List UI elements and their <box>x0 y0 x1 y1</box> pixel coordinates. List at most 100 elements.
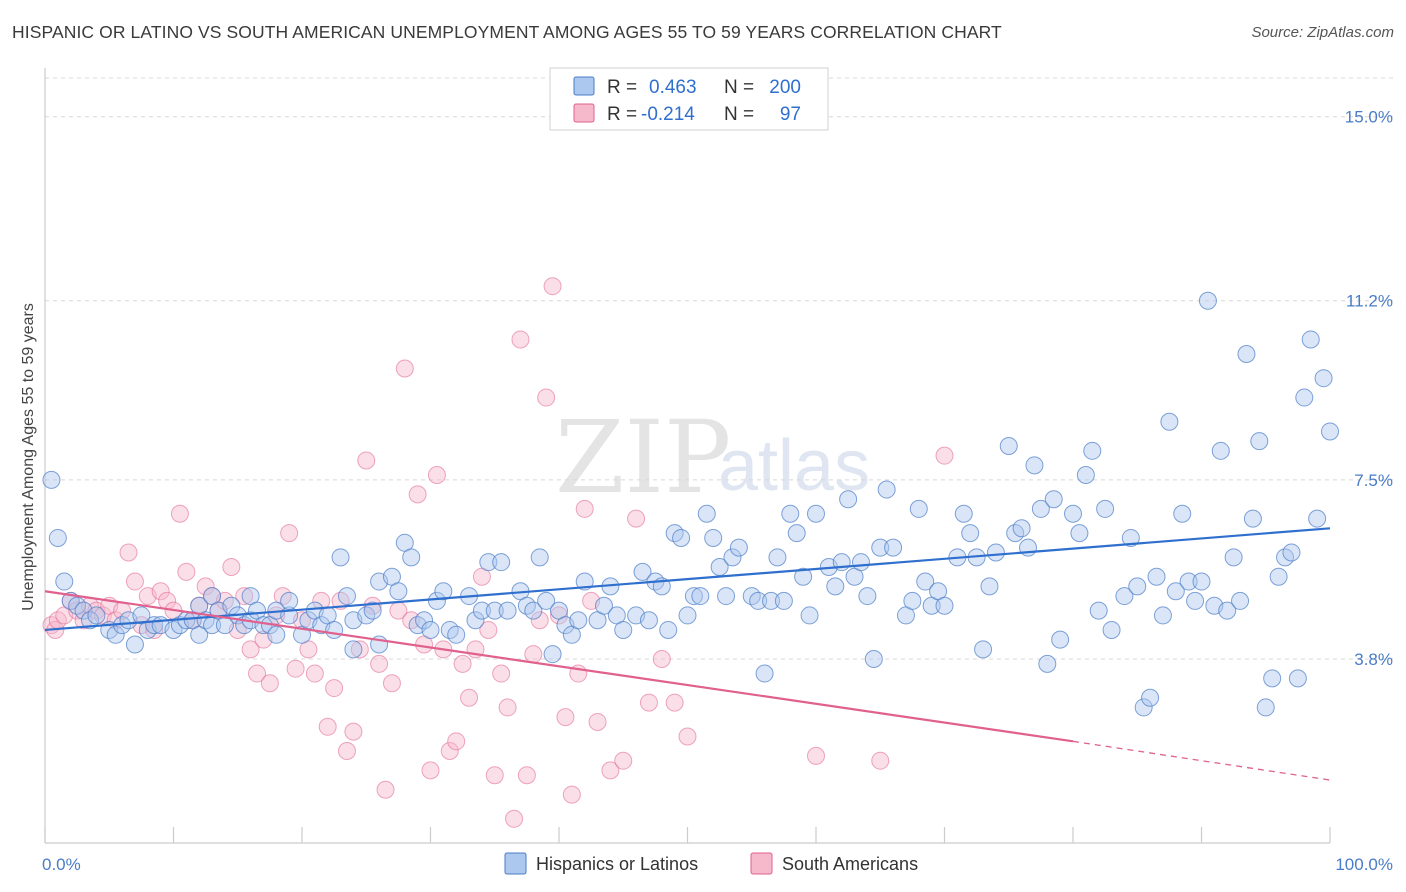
hispanics-point <box>1243 509 1262 528</box>
south-americans-point <box>530 611 549 630</box>
south-americans-point <box>492 664 511 683</box>
hispanics-point <box>1102 620 1121 639</box>
hispanics-point <box>1301 330 1320 349</box>
correlation-legend: R = 0.463 N = 200 R = -0.214 N = 97 <box>549 67 829 131</box>
watermark-atlas: atlas <box>718 426 870 506</box>
south-americans-point <box>505 809 524 828</box>
hispanics-point <box>530 548 549 567</box>
south-americans-point <box>177 562 196 581</box>
hispanics-point <box>903 591 922 610</box>
south-americans-point <box>305 664 324 683</box>
south-americans-point <box>318 717 337 736</box>
south-americans-point <box>511 330 530 349</box>
hispanics-point <box>1038 654 1057 673</box>
hispanics-point <box>672 528 691 547</box>
hispanics-point <box>826 577 845 596</box>
hispanics-point <box>1321 422 1339 441</box>
south-americans-point <box>408 485 427 504</box>
south-americans-point <box>485 766 504 785</box>
hispanics-point <box>755 664 774 683</box>
south-americans-point <box>447 732 466 751</box>
hispanics-point <box>839 490 858 509</box>
south-americans-point <box>453 654 472 673</box>
south-americans-point <box>807 746 825 765</box>
hispanics-point <box>1256 698 1275 717</box>
hispanics-point <box>877 480 896 499</box>
hispanics-point <box>723 548 742 567</box>
hispanics-point <box>1160 412 1179 431</box>
south-americans-point <box>235 587 254 606</box>
south-americans-point <box>562 785 581 804</box>
hispanics-point <box>1025 456 1044 475</box>
legend-n-value-1: 200 <box>769 77 801 98</box>
south-americans-point <box>427 466 446 485</box>
hispanics-point <box>704 528 723 547</box>
hispanics-point <box>999 436 1018 455</box>
hispanics-point <box>639 611 658 630</box>
hispanics-point <box>1231 591 1250 610</box>
legend-n-label-2: N = <box>724 104 754 125</box>
south-americans-point <box>241 640 260 659</box>
hispanics-point <box>594 596 613 615</box>
hispanics-point <box>954 504 973 523</box>
south-americans-point <box>151 582 170 601</box>
y-tick-label: 3.8% <box>1354 650 1393 669</box>
legend-r-value-1: 0.463 <box>649 77 697 98</box>
watermark-zip: ZIP <box>555 399 731 516</box>
south-americans-point <box>119 543 138 562</box>
south-americans-point <box>871 751 890 770</box>
hispanics-point <box>1070 524 1089 543</box>
legend-r-label-2: R = <box>607 104 637 125</box>
hispanics-point <box>986 543 1005 562</box>
south-americans-point <box>627 509 646 528</box>
south-americans-point <box>652 650 671 669</box>
hispanics-point <box>1250 432 1269 451</box>
legend-box <box>549 67 829 131</box>
hispanics-point <box>421 620 440 639</box>
south-americans-point <box>421 761 440 780</box>
hispanics-point <box>980 577 999 596</box>
south-americans-point <box>601 761 620 780</box>
south-americans-point <box>170 504 189 523</box>
hispanics-point <box>774 591 793 610</box>
hispanics-point <box>1166 582 1185 601</box>
south-americans-point <box>517 766 536 785</box>
bottom-legend-swatch-pink <box>750 852 773 875</box>
hispanics-point <box>1051 630 1070 649</box>
south-americans-point <box>260 674 279 693</box>
hispanics-point <box>1083 441 1102 460</box>
hispanics-point <box>974 640 993 659</box>
hispanics-point <box>331 548 350 567</box>
hispanics-point <box>447 625 466 644</box>
hispanics-point <box>485 601 504 620</box>
south-americans-point <box>575 499 594 518</box>
south-americans-point <box>639 693 658 712</box>
hispanics-point <box>427 591 446 610</box>
hispanics-point <box>614 620 633 639</box>
hispanics-point <box>55 572 74 591</box>
hispanics-point <box>864 650 883 669</box>
source-label: Source: ZipAtlas.com <box>1251 24 1394 41</box>
south-americans-point <box>357 451 376 470</box>
bottom-legend-label-hispanics: Hispanics or Latinos <box>536 854 698 874</box>
legend-n-label-1: N = <box>724 77 754 98</box>
hispanics-point <box>472 601 491 620</box>
hispanics-point <box>1089 601 1108 620</box>
hispanics-point <box>344 640 363 659</box>
hispanics-point <box>337 587 356 606</box>
hispanics-point <box>851 553 870 572</box>
trend-lines <box>44 527 1331 781</box>
south-americans-point <box>125 572 144 591</box>
x-tick-label-min: 0.0% <box>42 855 81 874</box>
hispanics-point <box>1128 577 1147 596</box>
hispanics-point <box>1198 291 1217 310</box>
y-tick-labels: 3.8% 7.5% 11.2% 15.0% <box>1345 108 1393 669</box>
south-americans-point <box>935 446 954 465</box>
south-americans-point <box>614 751 633 770</box>
south-americans-point <box>196 577 215 596</box>
hispanics-point <box>762 591 781 610</box>
series-legend: Hispanics or Latinos South Americans <box>504 852 918 875</box>
south-americans-point <box>280 524 299 543</box>
axes <box>44 68 1331 844</box>
south-americans-point <box>286 659 305 678</box>
